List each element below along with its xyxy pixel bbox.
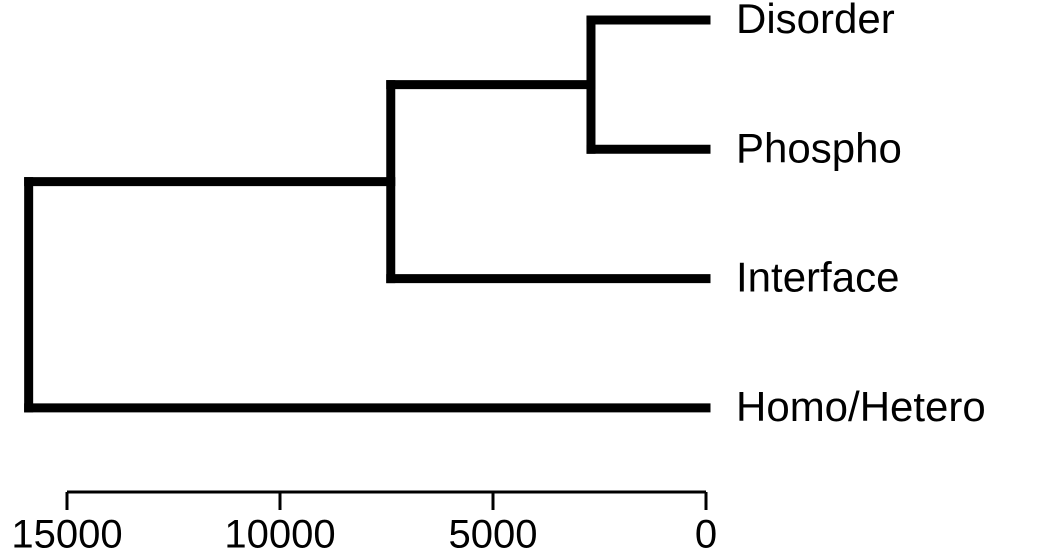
x-tick-label: 5000 [449, 513, 538, 557]
leaf-label: Phospho [736, 124, 902, 171]
leaf-label: Homo/Hetero [736, 383, 986, 430]
leaf-label: Interface [736, 254, 899, 301]
x-tick-label: 10000 [224, 513, 335, 557]
x-tick-label: 0 [695, 513, 717, 557]
x-tick-label: 15000 [11, 513, 122, 557]
leaf-label: Disorder [736, 0, 895, 42]
